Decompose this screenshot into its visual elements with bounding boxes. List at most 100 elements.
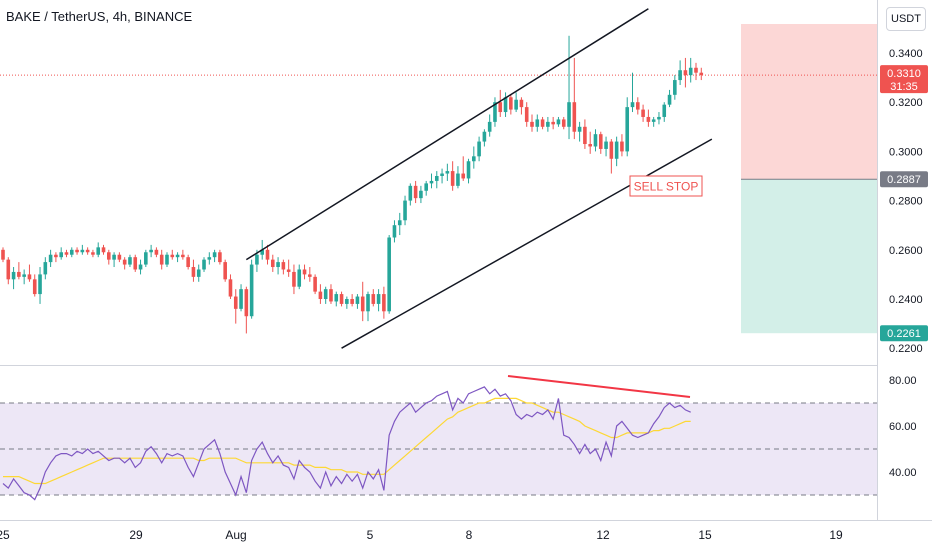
stop-loss-zone[interactable] xyxy=(741,24,877,180)
candle-body[interactable] xyxy=(159,254,164,265)
candle-body[interactable] xyxy=(69,249,74,255)
candle-body[interactable] xyxy=(546,121,550,127)
candle-body[interactable] xyxy=(477,141,481,157)
candle-body[interactable] xyxy=(80,249,85,253)
candle-body[interactable] xyxy=(59,252,63,258)
candle-body[interactable] xyxy=(604,141,608,149)
candle-body[interactable] xyxy=(408,185,413,201)
candle-body[interactable] xyxy=(662,104,667,117)
candle-body[interactable] xyxy=(128,257,132,265)
candle-body[interactable] xyxy=(27,274,32,280)
candle-body[interactable] xyxy=(413,185,418,199)
candle-body[interactable] xyxy=(625,107,630,152)
candle-body[interactable] xyxy=(609,141,614,159)
candle-body[interactable] xyxy=(112,254,116,260)
candle-body[interactable] xyxy=(175,254,180,258)
candle-body[interactable] xyxy=(255,254,259,265)
candle-body[interactable] xyxy=(297,269,302,287)
candle-body[interactable] xyxy=(212,252,217,258)
candle-body[interactable] xyxy=(138,264,143,270)
candle-body[interactable] xyxy=(117,254,122,260)
candle-body[interactable] xyxy=(636,102,640,110)
candle-body[interactable] xyxy=(397,220,402,226)
candle-body[interactable] xyxy=(292,271,296,287)
candle-body[interactable] xyxy=(196,269,201,277)
candle-body[interactable] xyxy=(450,171,455,186)
candle-body[interactable] xyxy=(556,119,561,125)
candle-body[interactable] xyxy=(641,109,645,117)
candle-body[interactable] xyxy=(32,279,37,295)
candle-body[interactable] xyxy=(424,183,428,191)
candle-body[interactable] xyxy=(482,131,487,142)
candle-body[interactable] xyxy=(265,249,270,260)
candle-body[interactable] xyxy=(186,257,190,268)
candle-body[interactable] xyxy=(355,296,360,304)
candle-body[interactable] xyxy=(202,259,206,270)
candle-body[interactable] xyxy=(181,254,185,258)
candle-body[interactable] xyxy=(630,102,635,108)
candle-body[interactable] xyxy=(165,254,169,265)
candle-body[interactable] xyxy=(239,289,243,309)
candle-body[interactable] xyxy=(345,299,349,304)
candle-body[interactable] xyxy=(509,97,513,110)
candle-body[interactable] xyxy=(524,107,529,122)
candle-body[interactable] xyxy=(699,72,704,76)
candle-body[interactable] xyxy=(360,296,365,312)
take-profit-zone[interactable] xyxy=(741,179,877,334)
candle-body[interactable] xyxy=(75,249,79,253)
candle-body[interactable] xyxy=(678,70,682,81)
candle-body[interactable] xyxy=(191,267,196,277)
candle-body[interactable] xyxy=(419,190,423,199)
candle-body[interactable] xyxy=(620,141,624,152)
candle-body[interactable] xyxy=(101,247,106,253)
candle-body[interactable] xyxy=(334,294,339,302)
candle-body[interactable] xyxy=(366,294,370,312)
sell-stop-box[interactable] xyxy=(629,175,703,197)
candle-body[interactable] xyxy=(228,279,233,297)
candle-body[interactable] xyxy=(91,252,95,255)
candle-body[interactable] xyxy=(96,247,101,255)
candle-body[interactable] xyxy=(567,102,571,127)
candle-body[interactable] xyxy=(461,173,466,179)
candle-body[interactable] xyxy=(233,296,238,309)
candle-body[interactable] xyxy=(318,291,323,299)
candle-body[interactable] xyxy=(572,102,577,132)
rsi-line[interactable] xyxy=(2,386,691,501)
candle-body[interactable] xyxy=(440,173,444,176)
candle-body[interactable] xyxy=(64,252,69,255)
candle-body[interactable] xyxy=(85,249,90,253)
candle-body[interactable] xyxy=(260,249,265,255)
candle-body[interactable] xyxy=(514,99,518,110)
candle-body[interactable] xyxy=(472,156,476,162)
candle-body[interactable] xyxy=(429,180,434,184)
candle-body[interactable] xyxy=(694,67,698,73)
candle-body[interactable] xyxy=(683,70,688,76)
candle-body[interactable] xyxy=(276,262,280,268)
channel-lower-line[interactable] xyxy=(341,138,713,349)
candle-body[interactable] xyxy=(43,262,48,275)
candle-body[interactable] xyxy=(17,271,21,277)
candle-body[interactable] xyxy=(551,121,555,125)
candle-body[interactable] xyxy=(1,249,5,260)
candle-body[interactable] xyxy=(456,173,460,186)
candle-body[interactable] xyxy=(498,102,503,113)
candle-body[interactable] xyxy=(651,119,656,122)
candle-body[interactable] xyxy=(339,294,344,304)
candle-body[interactable] xyxy=(382,294,386,312)
candle-body[interactable] xyxy=(434,176,439,181)
candle-body[interactable] xyxy=(154,249,159,255)
candle-body[interactable] xyxy=(11,271,16,280)
candle-body[interactable] xyxy=(350,299,354,304)
candle-body[interactable] xyxy=(223,262,227,280)
candle-body[interactable] xyxy=(593,134,598,147)
candle-body[interactable] xyxy=(302,269,307,275)
candle-body[interactable] xyxy=(503,97,508,113)
rsi-divergence-line[interactable] xyxy=(507,375,691,398)
candle-body[interactable] xyxy=(54,254,58,258)
candle-body[interactable] xyxy=(38,274,42,295)
candle-body[interactable] xyxy=(583,126,587,145)
candle-body[interactable] xyxy=(577,126,582,132)
candle-body[interactable] xyxy=(286,269,291,272)
candle-body[interactable] xyxy=(218,252,222,263)
